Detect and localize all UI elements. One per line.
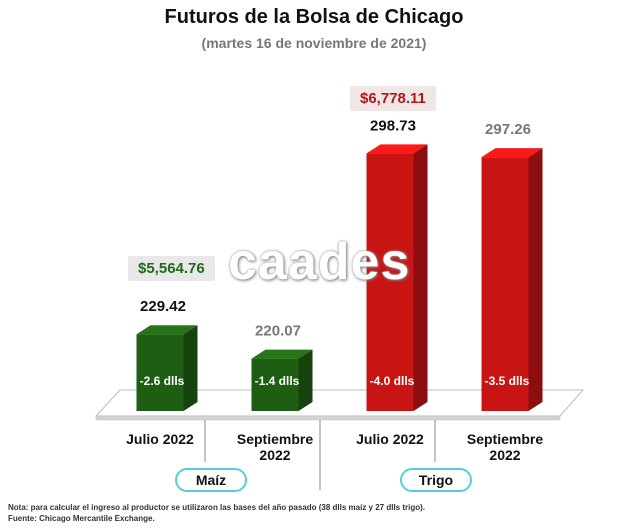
category-label-line: 2022 [489, 447, 521, 463]
chart-floor-edge [95, 415, 561, 421]
bar-2-front [251, 358, 299, 411]
bar-3-basis-label: -4.0 dlls [370, 374, 415, 388]
bar-1-basis-label: -2.6 dlls [140, 374, 185, 388]
category-label-line: 2022 [259, 447, 291, 463]
bar-4-top [481, 148, 543, 158]
bar-3-top [366, 144, 428, 154]
bar-1-side [183, 325, 198, 411]
bar-3-side [413, 144, 428, 411]
chart-subtitle: (martes 16 de noviembre de 2021) [201, 35, 427, 51]
category-label-line: Septiembre [236, 431, 314, 447]
category-label-line: Julio 2022 [126, 431, 194, 447]
bar-2-side [298, 349, 313, 411]
footnote-fuente: Fuente: Chicago Mercantile Exchange. [8, 514, 155, 523]
price-badge-maiz: $5,564.76 [128, 256, 215, 281]
bar-2-value-label: 220.07 [255, 323, 301, 340]
bar-2-top [251, 349, 313, 359]
watermark-logo: caades [228, 233, 411, 291]
bar-4-basis-label: -3.5 dlls [485, 374, 530, 388]
category-label-line: Julio 2022 [356, 431, 424, 447]
category-label-4: Septiembre 2022 [450, 431, 560, 463]
group-label-trigo: Trigo [400, 468, 472, 492]
chart-title: Futuros de la Bolsa de Chicago [164, 6, 464, 28]
bar-2-basis-label: -1.4 dlls [255, 374, 300, 388]
bar-1-top [136, 325, 198, 335]
bar-4-value-label: 297.26 [485, 121, 531, 138]
price-badge-trigo: $6,778.11 [350, 86, 436, 111]
bar-1-value-label: 229.42 [140, 298, 186, 315]
category-label-2: Septiembre 2022 [220, 431, 330, 463]
bar-4-front [481, 157, 529, 411]
bar-4-side [528, 148, 543, 411]
bar-3-front [366, 153, 414, 411]
bar-1-front [136, 334, 184, 411]
footnote-nota: Nota: para calcular el ingreso al produc… [8, 503, 426, 512]
category-label-3: Julio 2022 [335, 431, 445, 447]
category-label-1: Julio 2022 [105, 431, 215, 447]
category-label-line: Septiembre [466, 431, 544, 447]
group-label-maiz: Maíz [175, 468, 247, 492]
bar-3-value-label: 298.73 [370, 117, 416, 134]
